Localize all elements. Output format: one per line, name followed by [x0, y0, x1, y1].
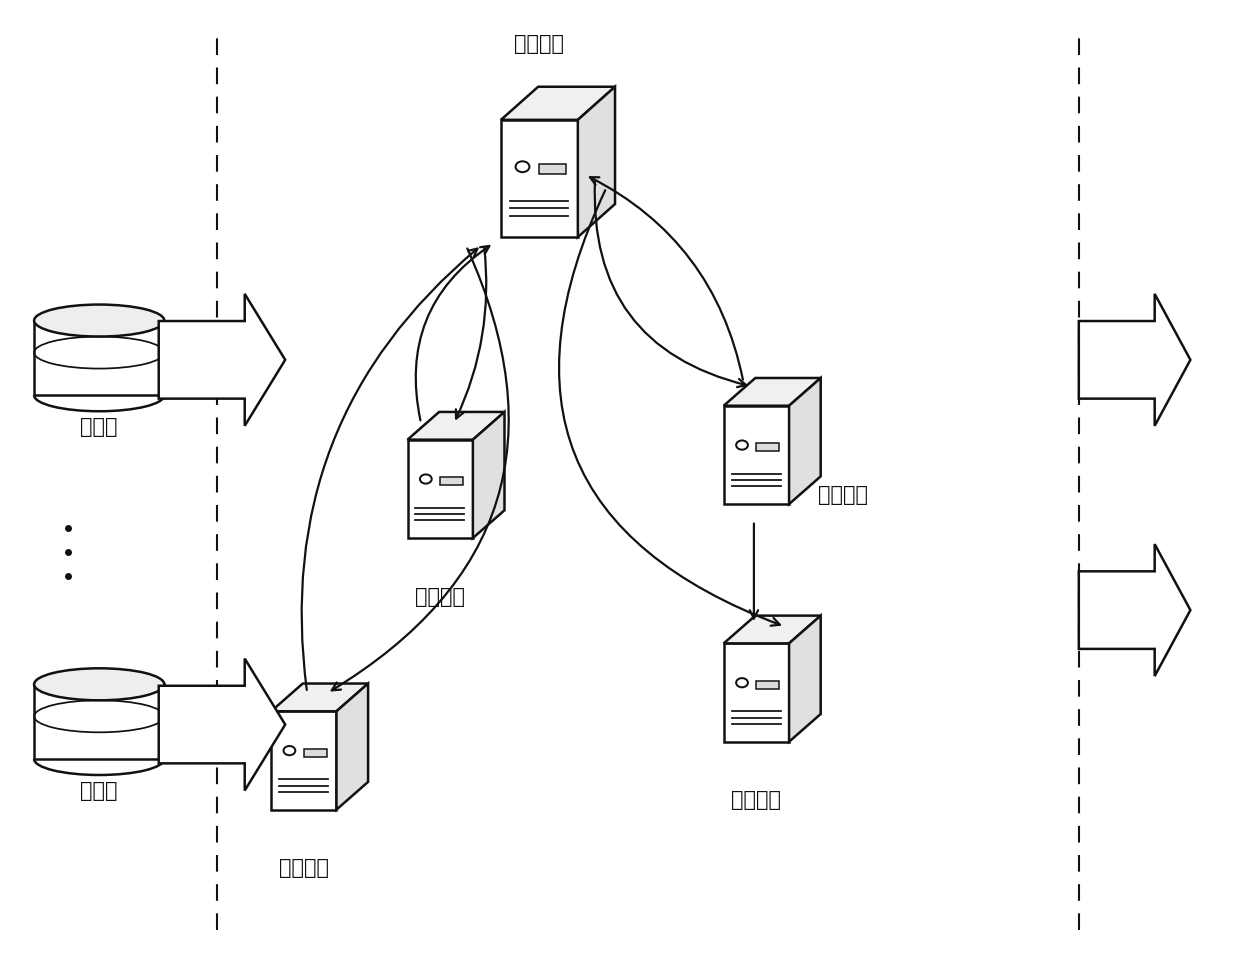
Polygon shape	[336, 684, 368, 810]
Polygon shape	[35, 321, 164, 396]
Polygon shape	[724, 406, 789, 505]
Polygon shape	[440, 478, 463, 485]
Text: 数据源: 数据源	[81, 780, 118, 799]
Polygon shape	[578, 87, 615, 237]
Text: 处理节点: 处理节点	[415, 586, 465, 606]
Polygon shape	[756, 444, 779, 452]
Text: 处理节点: 处理节点	[732, 790, 781, 809]
Polygon shape	[724, 379, 821, 406]
Ellipse shape	[35, 669, 164, 701]
Text: 控制节点: 控制节点	[515, 34, 564, 53]
Circle shape	[284, 746, 295, 756]
Polygon shape	[501, 121, 578, 237]
Polygon shape	[159, 659, 285, 791]
Circle shape	[420, 475, 432, 484]
Polygon shape	[1079, 545, 1190, 676]
Polygon shape	[789, 616, 821, 742]
Polygon shape	[408, 413, 505, 440]
Polygon shape	[724, 643, 789, 742]
Circle shape	[737, 441, 748, 451]
Text: 数据源: 数据源	[81, 417, 118, 436]
Polygon shape	[789, 379, 821, 505]
Polygon shape	[472, 413, 505, 539]
Polygon shape	[756, 681, 779, 689]
Text: 处理节点: 处理节点	[818, 484, 868, 504]
Ellipse shape	[35, 305, 164, 337]
Polygon shape	[304, 749, 326, 757]
Text: 处理节点: 处理节点	[279, 858, 329, 877]
Polygon shape	[272, 711, 336, 810]
Polygon shape	[408, 440, 472, 539]
Polygon shape	[272, 684, 368, 711]
Polygon shape	[159, 295, 285, 426]
Circle shape	[737, 678, 748, 688]
Polygon shape	[501, 87, 615, 121]
Polygon shape	[539, 165, 567, 174]
Circle shape	[516, 162, 529, 172]
Polygon shape	[1079, 295, 1190, 426]
Polygon shape	[35, 685, 164, 760]
Polygon shape	[724, 616, 821, 643]
